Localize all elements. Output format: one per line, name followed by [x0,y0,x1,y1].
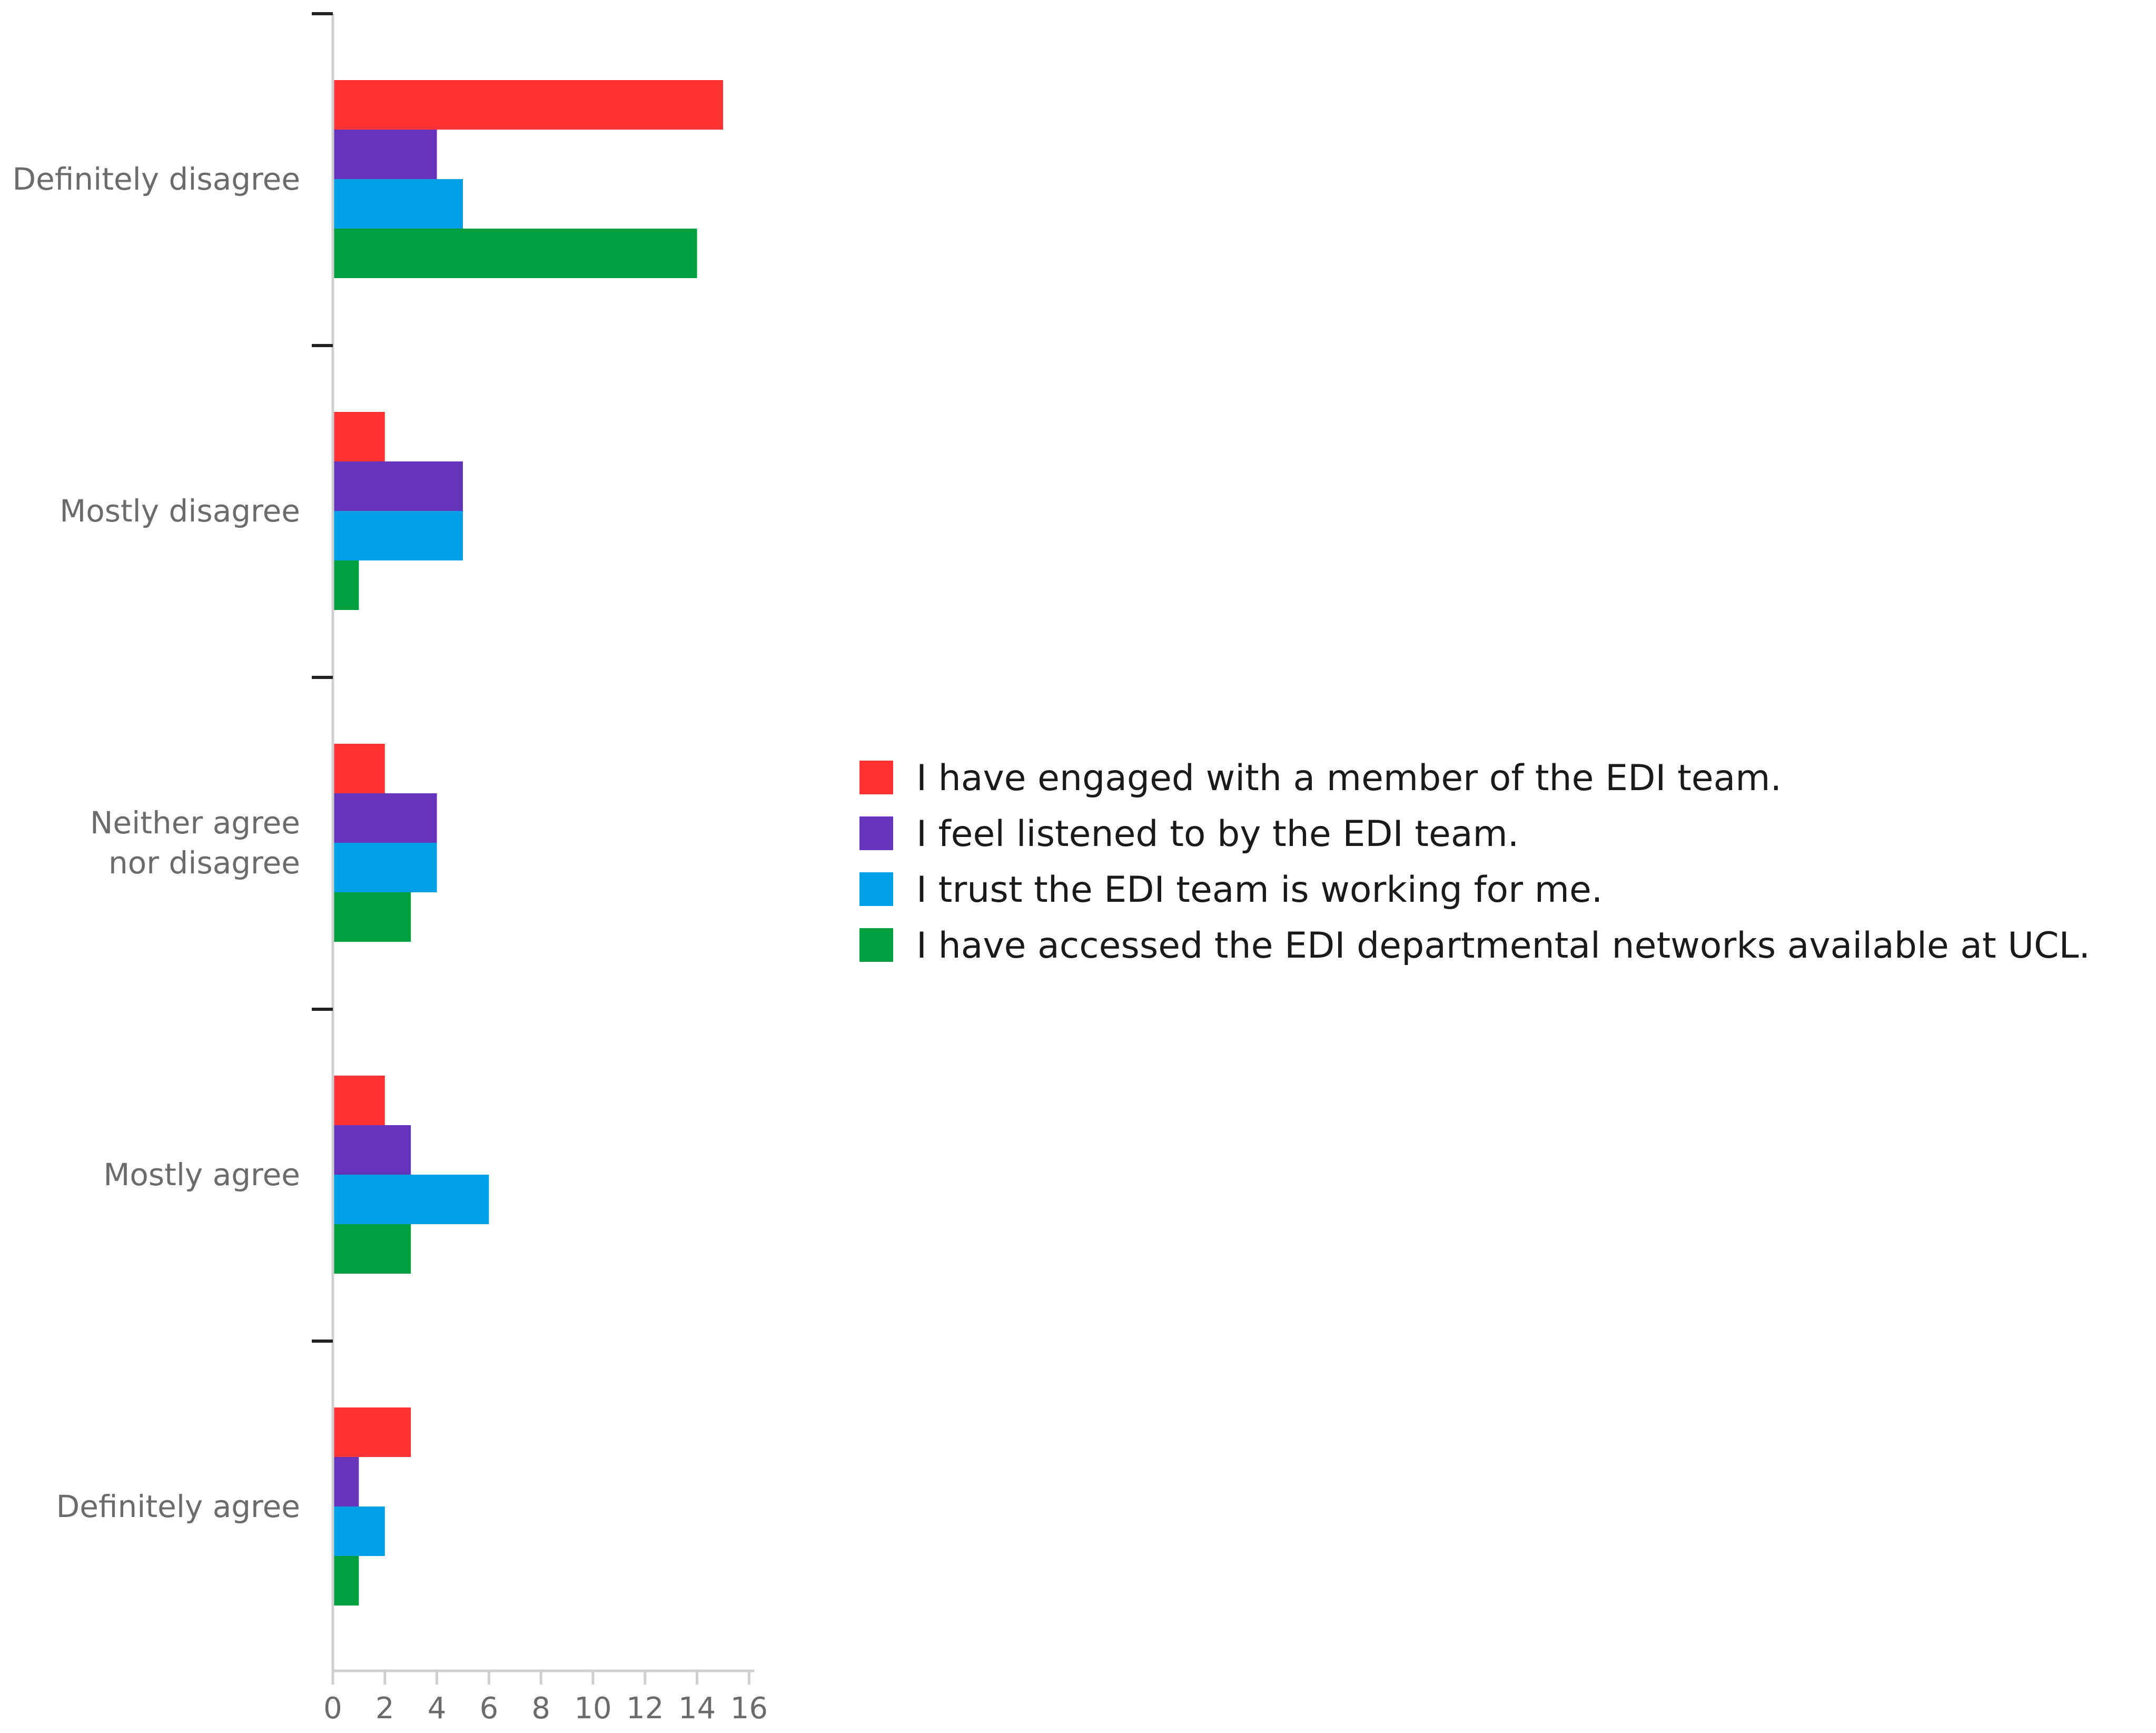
x-tick-label: 4 [428,1691,447,1726]
legend-swatch [859,761,893,794]
axis-layer [312,12,755,1685]
legend-label: I have engaged with a member of the EDI … [916,757,1782,799]
category-label: Mostly disagree [60,493,300,529]
legend-swatch [859,816,893,850]
labels-layer: Definitely disagree Mostly disagree Neithe… [13,161,768,1726]
bar-1-mostly-agree [333,1076,385,1125]
x-tick-label: 6 [480,1691,499,1726]
x-tick-label: 0 [323,1691,342,1726]
bar-4-mostly-agree [333,1224,411,1274]
bar-2-definitely-disagree [333,130,437,179]
legend-label: I trust the EDI team is working for me. [916,869,1603,911]
bar-3-mostly-disagree [333,511,463,560]
bar-2-mostly-disagree [333,461,463,511]
x-tick-label: 8 [531,1691,550,1726]
bar-2-neither-agree-nor-disagree [333,793,437,843]
bar-4-definitely-agree [333,1556,359,1606]
category-label: Mostly agree [103,1157,300,1193]
bars-layer [333,80,723,1606]
x-tick-label: 16 [730,1691,768,1726]
legend-swatch [859,928,893,962]
legend-label: I feel listened to by the EDI team. [916,813,1519,855]
bar-1-mostly-disagree [333,412,385,461]
bar-3-mostly-agree [333,1175,489,1224]
bar-3-neither-agree-nor-disagree [333,843,437,892]
x-tick-label: 10 [574,1691,611,1726]
category-label: Definitely agree [56,1489,300,1524]
bar-2-mostly-agree [333,1125,411,1175]
bar-2-definitely-agree [333,1457,359,1506]
bar-1-neither-agree-nor-disagree [333,744,385,793]
category-label: Definitely disagree [13,161,301,197]
x-tick-label: 12 [626,1691,664,1726]
legend: I have engaged with a member of the EDI … [859,757,2090,967]
bar-1-definitely-disagree [333,80,723,130]
bar-4-mostly-disagree [333,560,359,610]
bar-4-definitely-disagree [333,229,697,278]
bar-4-neither-agree-nor-disagree [333,892,411,942]
x-tick-label: 2 [375,1691,394,1726]
legend-swatch [859,872,893,906]
category-label: Neither agree nor disagree [90,805,300,881]
bar-3-definitely-disagree [333,179,463,229]
legend-label: I have accessed the EDI departmental net… [916,925,2090,967]
bar-3-definitely-agree [333,1506,385,1556]
x-tick-label: 14 [678,1691,716,1726]
bar-1-definitely-agree [333,1407,411,1457]
